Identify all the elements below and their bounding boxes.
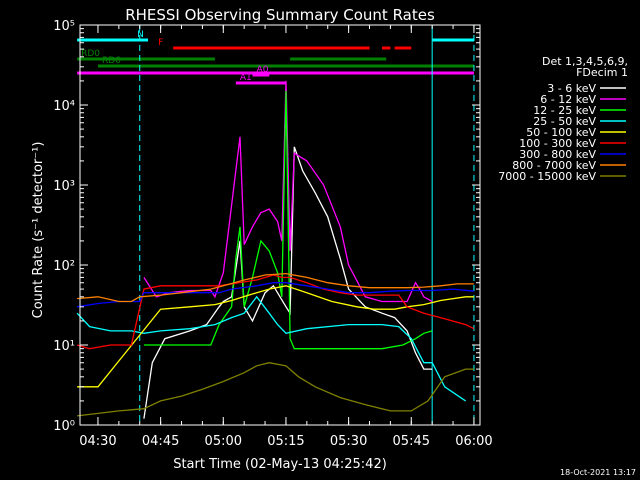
- legend-label: 12 - 25 keV: [533, 104, 596, 117]
- y-tick-label: 10⁵: [53, 19, 75, 34]
- series-line: [77, 272, 474, 303]
- legend-label: 6 - 12 keV: [540, 93, 596, 106]
- y-tick-label: 10⁴: [53, 99, 75, 114]
- x-tick-label: 05:00: [205, 434, 242, 449]
- series-line: [76, 295, 466, 402]
- series-line: [143, 90, 433, 350]
- flag-bar-label: A0: [257, 65, 269, 75]
- x-tick-label: 05:30: [330, 434, 367, 449]
- y-tick-label: 10²: [53, 259, 75, 274]
- legend-label: 3 - 6 keV: [547, 82, 596, 95]
- legend-label: 25 - 50 keV: [533, 115, 596, 128]
- axes: 10⁰ 10¹ 10² 10³ 10⁴ 10⁵ 04:30 04:45 05:00 05:15 05…: [53, 19, 492, 449]
- x-tick-label: 06:00: [455, 434, 492, 449]
- legend-label: 7000 - 15000 keV: [498, 170, 596, 183]
- x-tick-label: 04:45: [142, 434, 179, 449]
- footer-date: 18-Oct-2021 13:17: [560, 468, 636, 477]
- plot-frame: [79, 24, 481, 426]
- flag-bar-label: A1: [240, 73, 252, 83]
- legend-header: Det 1,3,4,5,6,9,: [542, 55, 628, 68]
- y-axis-label: Count Rate (s⁻¹ detector⁻¹): [31, 142, 46, 319]
- legend-label: 800 - 7000 keV: [512, 159, 596, 172]
- chart-title: RHESSI Observing Summary Count Rates: [125, 6, 435, 24]
- legend-label: 100 - 300 keV: [519, 137, 596, 150]
- flag-bar-label: N: [137, 30, 144, 40]
- flag-bar-label: RD0: [81, 49, 100, 59]
- x-tick-label: 05:15: [267, 434, 304, 449]
- y-tick-label: 10⁰: [53, 419, 75, 434]
- x-tick-label: 05:45: [393, 434, 430, 449]
- legend-label: 50 - 100 keV: [526, 126, 596, 139]
- series-line: [77, 362, 474, 417]
- flag-bar-label: F: [158, 38, 163, 48]
- y-tick-label: 10¹: [53, 339, 75, 354]
- flag-bar-label: RD6: [102, 56, 121, 66]
- vertical-markers: [79, 25, 475, 425]
- x-tick-label: 04:30: [79, 434, 116, 449]
- series-line: [77, 285, 474, 388]
- series-line: [76, 274, 475, 350]
- y-tick-label: 10³: [53, 179, 75, 194]
- legend-header: FDecim 1: [576, 66, 628, 79]
- legend-label: 300 - 800 keV: [519, 148, 596, 161]
- series-line: [143, 80, 433, 303]
- series-line: [143, 146, 433, 419]
- series-lines: [76, 80, 475, 419]
- x-axis-label: Start Time (02-May-13 04:25:42): [173, 457, 387, 472]
